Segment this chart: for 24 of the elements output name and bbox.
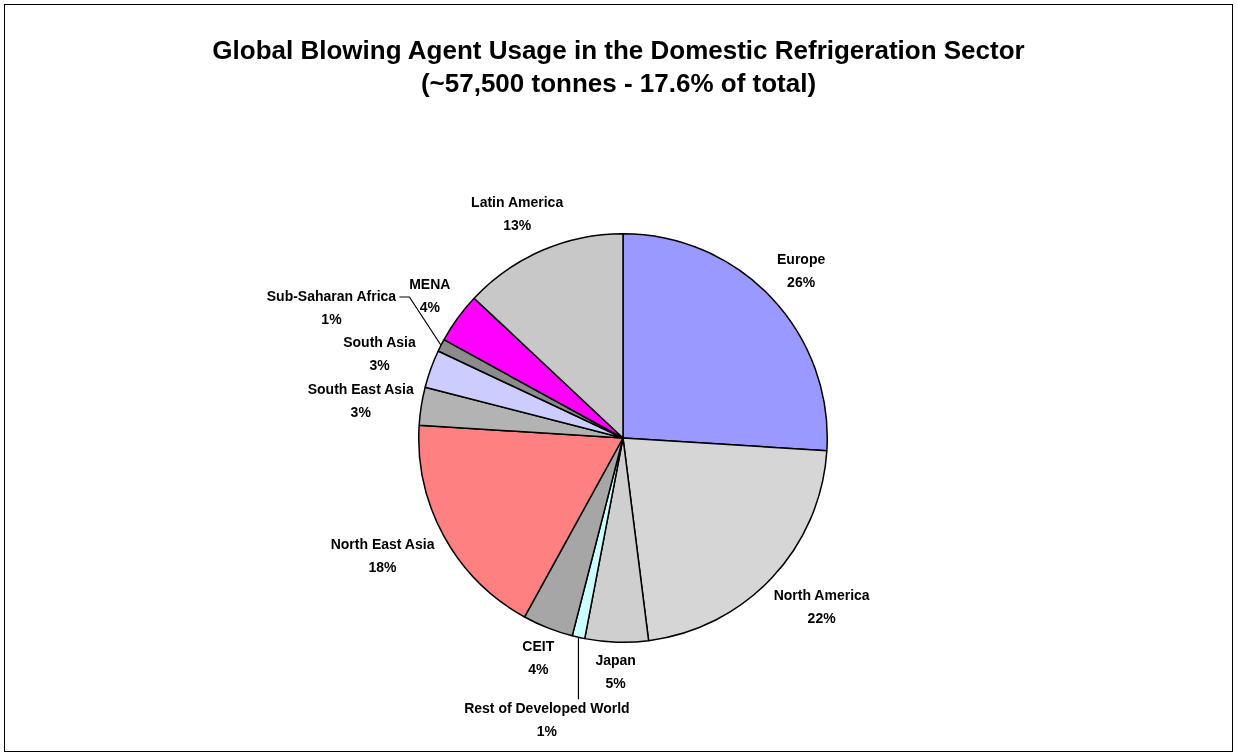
data-label: 4%: [528, 660, 549, 677]
data-label: 18%: [368, 558, 398, 575]
data-label: 5%: [605, 675, 627, 692]
data-label: 3%: [350, 403, 372, 420]
data-label: 13%: [503, 217, 532, 234]
slice-label: Europe: [777, 250, 826, 267]
chart-title: Global Blowing Agent Usage in the Domestic Refrigeration Sector: [211, 34, 1026, 67]
slice-label: MENA: [409, 275, 451, 292]
data-label: 1%: [321, 310, 343, 327]
data-label: 22%: [807, 609, 837, 626]
data-label: 3%: [369, 357, 391, 374]
slice-label: Japan: [595, 652, 636, 669]
slice-label: North America: [773, 586, 870, 603]
data-label: 4%: [419, 298, 441, 315]
slice-label: Rest of Developed World: [464, 699, 630, 716]
chart-subtitle: (~57,500 tonnes - 17.6% of total): [419, 67, 818, 100]
slice-label: South East Asia: [307, 380, 414, 397]
data-label: 1%: [536, 722, 558, 739]
data-label: 26%: [787, 273, 816, 290]
slice-label: South Asia: [343, 334, 416, 351]
slice-label: CEIT: [522, 637, 555, 654]
slice-label: North East Asia: [330, 535, 435, 552]
slice-label: Sub-Saharan Africa: [266, 287, 397, 304]
slice-label: Latin America: [471, 194, 564, 211]
